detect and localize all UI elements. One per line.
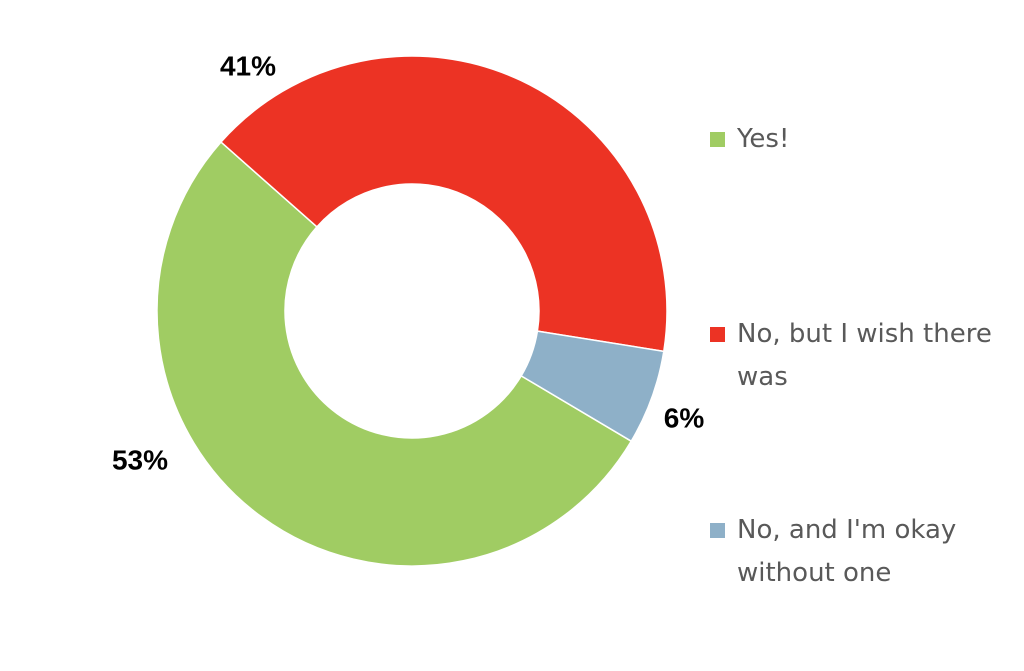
legend-swatch <box>710 132 725 147</box>
donut-slice <box>156 140 633 567</box>
legend-label: No, and I'm okay without one <box>737 515 957 588</box>
legend-swatch <box>710 523 725 538</box>
donut-slice <box>219 55 668 353</box>
legend-item: No, but I wish there was <box>710 317 1022 399</box>
legend-label: Yes! <box>737 124 790 154</box>
legend-label: No, but I wish there was <box>737 319 992 392</box>
legend-swatch <box>710 327 725 342</box>
legend-item: Yes! <box>710 122 1022 161</box>
data-label: 6% <box>664 402 705 433</box>
data-label: 41% <box>220 50 276 81</box>
data-label: 53% <box>112 444 168 475</box>
donut-slice <box>520 330 665 443</box>
legend-item: No, and I'm okay without one <box>710 513 1022 595</box>
